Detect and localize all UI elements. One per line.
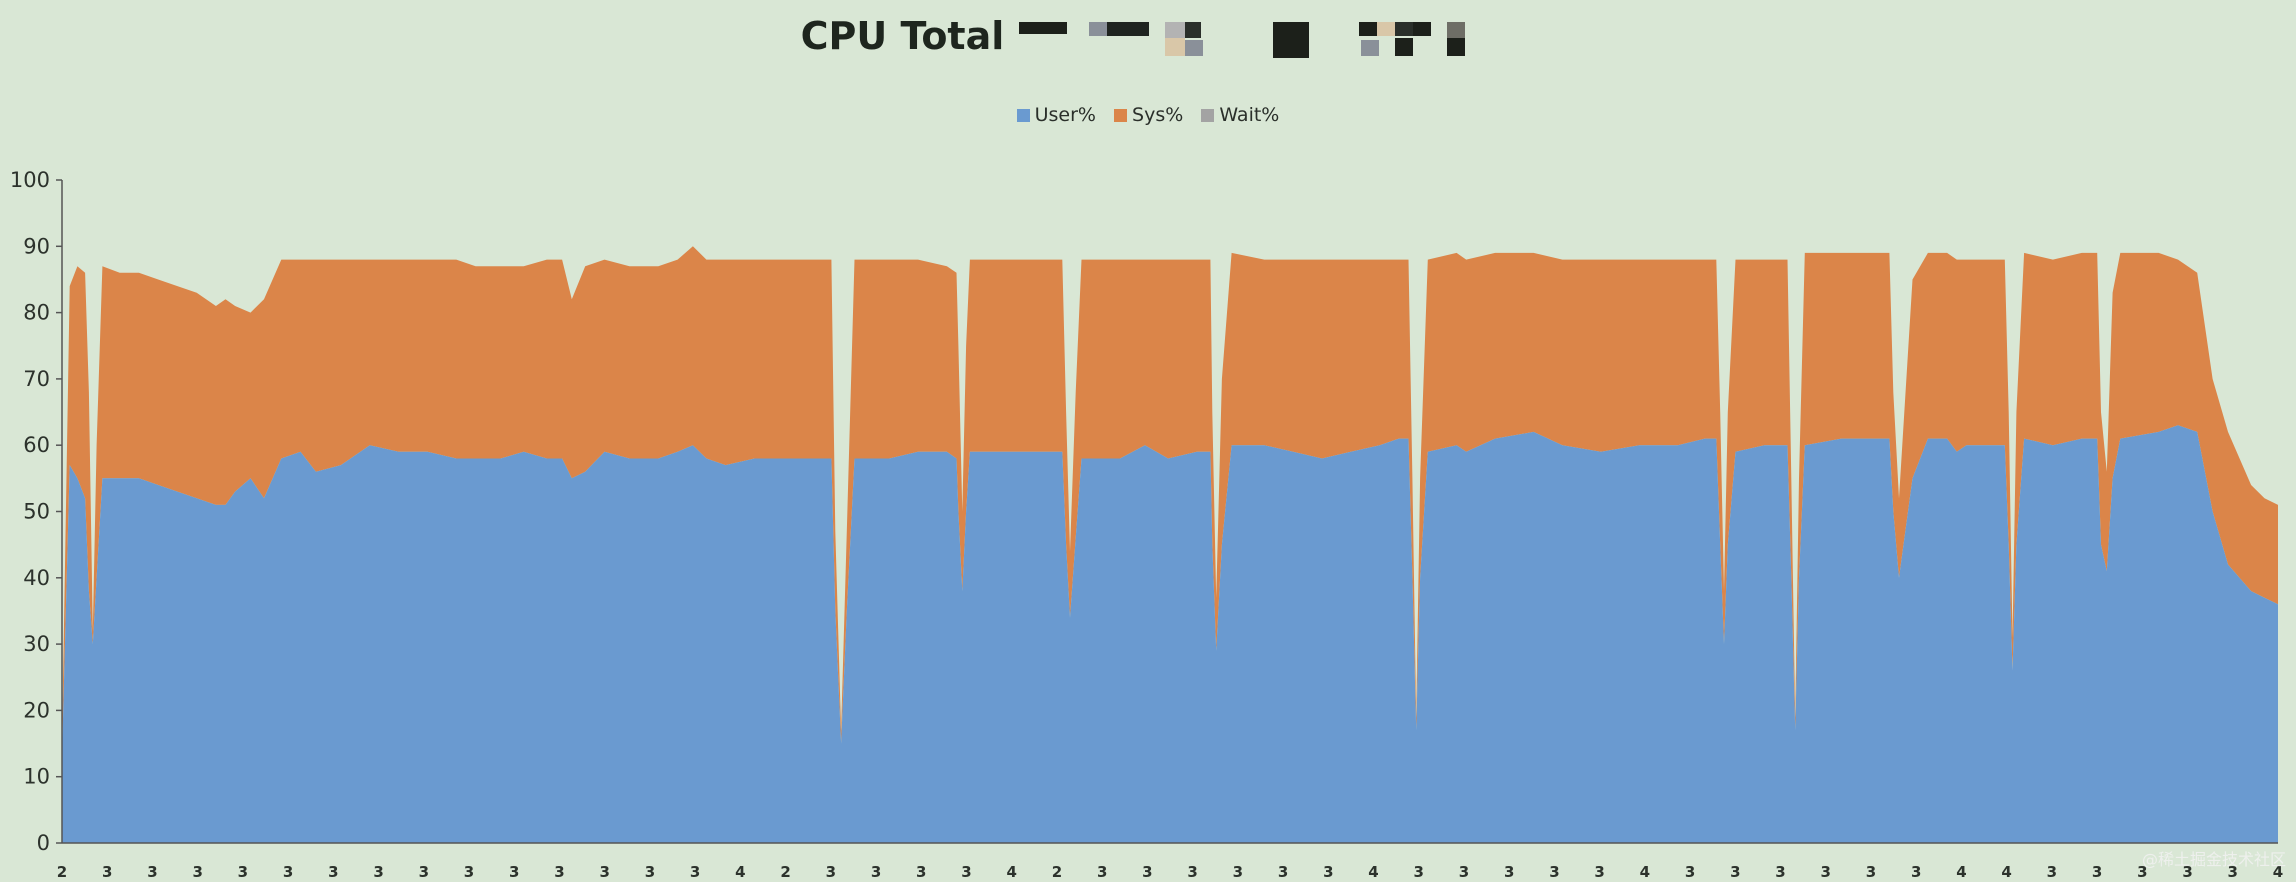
chart-title: CPU Total [800, 14, 1005, 58]
x-tick-label: 3 [1911, 863, 1921, 881]
x-tick-label: 3 [373, 863, 383, 881]
x-tick-label: 3 [1323, 863, 1333, 881]
x-axis-ticks: 2 3 3 3 3 3 3 3 3 3 3 3 3 3 3 4 2 3 3 3 3 4 2 3 3 3 3 3 3 4 3 3 3 3 3 4 3 3 3 3… [57, 863, 2283, 881]
x-tick-label: 3 [1866, 863, 1876, 881]
x-tick-label: 3 [328, 863, 338, 881]
legend-swatch-user [1016, 109, 1030, 122]
x-tick-label: 4 [735, 863, 745, 881]
x-tick-label: 4 [1640, 863, 1650, 881]
mosaic-tile [1107, 22, 1150, 36]
chart-legend: User% Sys% Wait% [0, 104, 2296, 126]
x-tick-label: 3 [1775, 863, 1785, 881]
y-tick-label: 20 [23, 698, 50, 722]
x-tick-label: 3 [2092, 863, 2102, 881]
legend-label-user: User% [1034, 104, 1096, 126]
x-tick-label: 3 [1233, 863, 1243, 881]
mosaic-tile [1165, 22, 1186, 38]
y-tick-label: 100 [10, 168, 50, 192]
x-tick-label: 3 [690, 863, 700, 881]
x-tick-label: 3 [1685, 863, 1695, 881]
y-axis-ticks: 0 10 20 30 40 50 60 70 80 90 100 [10, 168, 62, 855]
x-tick-label: 4 [1368, 863, 1378, 881]
x-tick-label: 3 [1594, 863, 1604, 881]
redacted-title-mosaic [1015, 14, 1495, 58]
x-tick-label: 3 [102, 863, 112, 881]
y-tick-label: 90 [23, 234, 50, 258]
x-tick-label: 3 [464, 863, 474, 881]
legend-swatch-sys [1114, 109, 1128, 122]
x-tick-label: 4 [1006, 863, 1016, 881]
mosaic-tile [1377, 22, 1396, 36]
legend-swatch-wait [1201, 109, 1215, 122]
x-tick-label: 3 [509, 863, 519, 881]
x-tick-label: 4 [2001, 863, 2011, 881]
x-tick-label: 4 [2273, 863, 2283, 881]
series-area-user [62, 425, 2278, 843]
mosaic-tile [1395, 22, 1414, 36]
mosaic-tile [1413, 22, 1432, 36]
x-tick-label: 3 [1278, 863, 1288, 881]
mosaic-tile [1361, 40, 1380, 56]
x-tick-label: 4 [1956, 863, 1966, 881]
legend-item-wait[interactable]: Wait% [1201, 104, 1279, 126]
legend-label-sys: Sys% [1132, 104, 1184, 126]
mosaic-tile [1089, 22, 1108, 36]
y-tick-label: 10 [23, 765, 50, 789]
x-tick-label: 3 [1142, 863, 1152, 881]
y-tick-label: 50 [23, 500, 50, 524]
mosaic-tile [1395, 38, 1414, 56]
x-tick-label: 3 [283, 863, 293, 881]
chart-title-row: CPU Total [0, 14, 2296, 58]
x-tick-label: 3 [2137, 863, 2147, 881]
x-tick-label: 2 [1052, 863, 1062, 881]
x-tick-label: 3 [961, 863, 971, 881]
x-tick-label: 3 [1097, 863, 1107, 881]
legend-item-user[interactable]: User% [1016, 104, 1096, 126]
legend-item-sys[interactable]: Sys% [1114, 104, 1183, 126]
x-tick-label: 3 [1730, 863, 1740, 881]
mosaic-tile [1165, 38, 1186, 56]
x-tick-label: 3 [1821, 863, 1831, 881]
y-tick-label: 80 [23, 301, 50, 325]
mosaic-tile [1185, 22, 1202, 38]
x-tick-label: 3 [2228, 863, 2238, 881]
x-tick-label: 3 [554, 863, 564, 881]
x-tick-label: 3 [826, 863, 836, 881]
y-tick-label: 30 [23, 632, 50, 656]
x-tick-label: 3 [238, 863, 248, 881]
y-tick-label: 60 [23, 433, 50, 457]
x-tick-label: 3 [1504, 863, 1514, 881]
x-tick-label: 3 [1187, 863, 1197, 881]
mosaic-tile [1185, 40, 1204, 56]
mosaic-tile [1359, 22, 1378, 36]
x-tick-label: 3 [147, 863, 157, 881]
mosaic-tile [1273, 22, 1310, 58]
y-tick-label: 40 [23, 566, 50, 590]
mosaic-tile [1447, 22, 1466, 38]
x-tick-label: 2 [780, 863, 790, 881]
x-tick-label: 3 [916, 863, 926, 881]
x-tick-label: 3 [1549, 863, 1559, 881]
mosaic-tile [1447, 38, 1466, 56]
chart-areas [62, 246, 2278, 843]
series-area-sys [62, 246, 2278, 757]
x-tick-label: 3 [1459, 863, 1469, 881]
y-tick-label: 0 [37, 831, 50, 855]
x-tick-label: 3 [2047, 863, 2057, 881]
x-tick-label: 2 [57, 863, 67, 881]
y-tick-label: 70 [23, 367, 50, 391]
x-tick-label: 3 [2182, 863, 2192, 881]
x-tick-label: 3 [871, 863, 881, 881]
x-tick-label: 3 [1414, 863, 1424, 881]
x-tick-label: 3 [192, 863, 202, 881]
watermark: @稀土掘金技术社区 [2141, 850, 2286, 869]
legend-label-wait: Wait% [1219, 104, 1280, 126]
x-tick-label: 3 [599, 863, 609, 881]
x-tick-label: 3 [419, 863, 429, 881]
mosaic-tile [1019, 22, 1068, 34]
x-tick-label: 3 [645, 863, 655, 881]
